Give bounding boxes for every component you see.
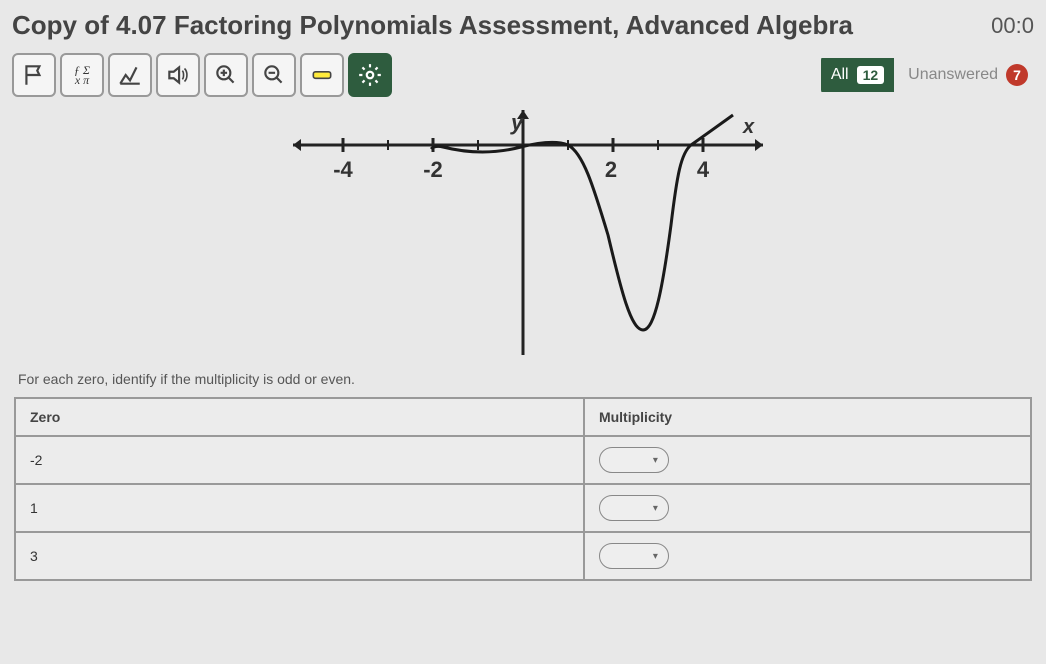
chevron-down-icon: ▾ [653, 503, 658, 514]
filter-all[interactable]: All 12 [821, 58, 894, 92]
filter-all-count: 12 [857, 66, 885, 84]
highlighter-button[interactable] [300, 53, 344, 97]
formula-icon: ƒ Σx π [74, 65, 90, 85]
x-tick-label: -4 [333, 157, 353, 182]
table-row: -2 ▾ [15, 436, 1031, 484]
chevron-down-icon: ▾ [653, 551, 658, 562]
filter-unanswered-label: Unanswered [908, 66, 998, 84]
zero-cell: 1 [15, 484, 584, 532]
multiplicity-select[interactable]: ▾ [599, 495, 669, 521]
col-header-zero: Zero [15, 398, 584, 436]
flag-button[interactable] [12, 53, 56, 97]
multiplicity-select[interactable]: ▾ [599, 543, 669, 569]
filter-unanswered[interactable]: Unanswered 7 [894, 56, 1034, 94]
col-header-multiplicity: Multiplicity [584, 398, 1031, 436]
answer-table: Zero Multiplicity -2 ▾ 1 ▾ 3 ▾ [14, 397, 1032, 581]
highlighter-icon [309, 62, 335, 88]
zero-cell: -2 [15, 436, 584, 484]
table-row: 1 ▾ [15, 484, 1031, 532]
timer: 00:0 [991, 13, 1034, 39]
flag-icon [21, 62, 47, 88]
question-prompt: For each zero, identify if the multiplic… [0, 365, 1046, 397]
x-tick-label: -2 [423, 157, 443, 182]
zoom-out-icon [261, 62, 287, 88]
formula-button[interactable]: ƒ Σx π [60, 53, 104, 97]
x-axis-label: x [742, 116, 755, 138]
polynomial-graph: -4 -2 2 4 y x [263, 105, 783, 365]
multiplicity-select[interactable]: ▾ [599, 447, 669, 473]
y-axis-label: y [510, 110, 525, 135]
filter-all-label: All [831, 66, 849, 84]
settings-button[interactable] [348, 53, 392, 97]
gear-icon [357, 62, 383, 88]
zoom-out-button[interactable] [252, 53, 296, 97]
page-title: Copy of 4.07 Factoring Polynomials Asses… [12, 10, 991, 41]
zero-cell: 3 [15, 532, 584, 580]
filter-unanswered-count: 7 [1006, 64, 1028, 86]
audio-button[interactable] [156, 53, 200, 97]
x-tick-label: 2 [605, 157, 617, 182]
filter-pills: All 12 Unanswered 7 [821, 56, 1034, 94]
curve [431, 115, 733, 330]
table-row: 3 ▾ [15, 532, 1031, 580]
graph-tool-icon [117, 62, 143, 88]
chevron-down-icon: ▾ [653, 455, 658, 466]
x-tick-label: 4 [697, 157, 710, 182]
zoom-in-icon [213, 62, 239, 88]
speaker-icon [165, 62, 191, 88]
graph-tool-button[interactable] [108, 53, 152, 97]
zoom-in-button[interactable] [204, 53, 248, 97]
